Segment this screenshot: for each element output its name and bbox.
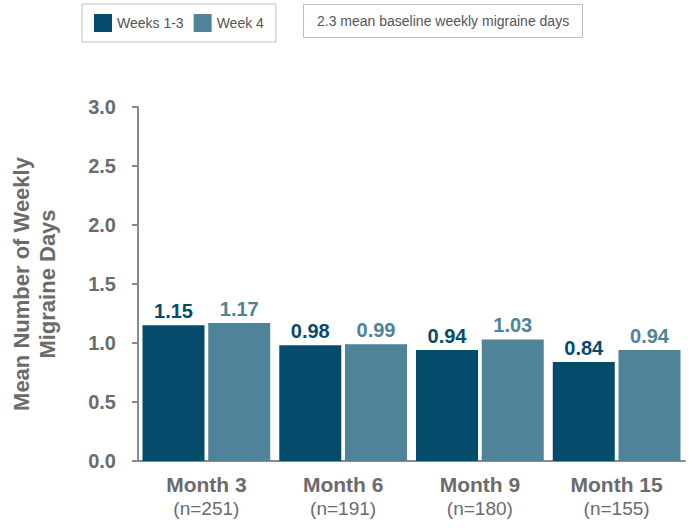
svg-text:Weeks 1-3: Weeks 1-3 — [117, 15, 184, 31]
svg-text:1.0: 1.0 — [88, 332, 116, 354]
svg-text:2.0: 2.0 — [88, 214, 116, 236]
svg-text:0.94: 0.94 — [630, 325, 670, 347]
svg-text:0.0: 0.0 — [88, 450, 116, 472]
svg-text:Month 9: Month 9 — [440, 473, 520, 496]
svg-text:1.17: 1.17 — [220, 298, 259, 320]
svg-text:2.3 mean baseline weekly migra: 2.3 mean baseline weekly migraine days — [317, 13, 569, 29]
svg-text:2.5: 2.5 — [88, 155, 116, 177]
svg-text:(n=155): (n=155) — [584, 498, 650, 519]
svg-text:Month 6: Month 6 — [303, 473, 383, 496]
svg-text:1.5: 1.5 — [88, 273, 116, 295]
svg-text:0.99: 0.99 — [357, 319, 396, 341]
svg-text:Migraine Days: Migraine Days — [35, 209, 60, 358]
svg-text:0.5: 0.5 — [88, 391, 116, 413]
svg-text:Week 4: Week 4 — [217, 15, 264, 31]
svg-text:0.84: 0.84 — [564, 337, 604, 359]
svg-text:Mean Number of Weekly: Mean Number of Weekly — [9, 156, 34, 411]
svg-text:0.98: 0.98 — [291, 320, 330, 342]
svg-text:3.0: 3.0 — [88, 96, 116, 118]
svg-text:Month 15: Month 15 — [571, 473, 663, 496]
svg-text:(n=180): (n=180) — [447, 498, 513, 519]
svg-text:0.94: 0.94 — [428, 325, 468, 347]
svg-text:1.15: 1.15 — [154, 300, 193, 322]
svg-text:Month 3: Month 3 — [166, 473, 246, 496]
svg-text:(n=191): (n=191) — [310, 498, 376, 519]
svg-text:(n=251): (n=251) — [173, 498, 239, 519]
svg-text:1.03: 1.03 — [493, 314, 532, 336]
